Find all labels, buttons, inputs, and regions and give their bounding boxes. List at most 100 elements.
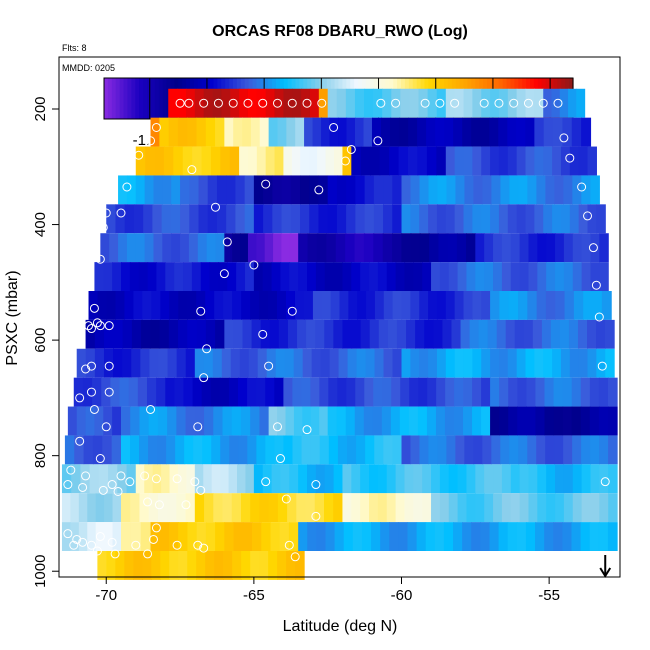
heatmap-cell	[505, 319, 516, 349]
colorbar-swatch	[107, 78, 113, 119]
heatmap-cell	[121, 435, 131, 465]
heatmap-cell	[572, 233, 583, 263]
heatmap-cell	[475, 493, 485, 523]
heatmap-cell	[61, 522, 71, 551]
track-point	[86, 540, 96, 550]
heatmap-cell	[216, 175, 227, 205]
track-point	[122, 182, 132, 192]
heatmap-cell	[256, 88, 267, 118]
heatmap-cell	[310, 435, 321, 465]
heatmap-cell	[352, 522, 363, 551]
heatmap-cell	[198, 175, 209, 205]
heatmap-cell	[189, 175, 200, 205]
heatmap-cell	[198, 204, 209, 234]
heatmap-cell	[328, 377, 338, 407]
heatmap-cell	[448, 493, 459, 523]
heatmap-cell	[346, 117, 356, 147]
heatmap-cell	[153, 175, 163, 205]
heatmap-cell	[433, 319, 443, 349]
heatmap-cell	[361, 522, 372, 551]
heatmap-cell	[408, 406, 419, 436]
heatmap-cell	[581, 175, 591, 205]
heatmap-cell	[555, 493, 565, 523]
heatmap-cell	[124, 551, 134, 580]
heatmap-cell	[215, 319, 225, 349]
heatmap-cell	[270, 522, 281, 551]
heatmap-cell	[304, 117, 314, 147]
y-tick-label: 600	[32, 328, 49, 353]
heatmap-cell	[498, 204, 509, 234]
heatmap-cell	[382, 377, 392, 407]
heatmap-cell	[247, 88, 258, 118]
heatmap-cell	[319, 406, 329, 436]
colorbar-swatch	[146, 78, 152, 119]
heatmap-cell	[247, 146, 258, 176]
heatmap-cell	[516, 88, 527, 118]
heatmap-cell	[138, 262, 149, 291]
heatmap-cell	[373, 377, 383, 407]
heatmap-cell	[92, 435, 103, 465]
arrow-marker-head	[599, 567, 612, 578]
heatmap-cell	[373, 88, 383, 118]
heatmap-cell	[435, 117, 445, 147]
heatmap-cell	[166, 435, 176, 465]
heatmap-cell	[444, 406, 455, 436]
heatmap-cell	[525, 348, 535, 378]
heatmap-cell	[224, 117, 234, 147]
track-point	[302, 425, 312, 435]
heatmap-cell	[295, 117, 305, 147]
heatmap-cell	[137, 377, 148, 407]
heatmap-cell	[377, 262, 388, 291]
heatmap-cell	[245, 262, 255, 291]
heatmap-cell	[253, 175, 264, 205]
track-point	[172, 474, 182, 484]
heatmap-cell	[334, 146, 344, 176]
heatmap-cell	[581, 493, 592, 523]
heatmap-cell	[363, 117, 373, 147]
heatmap-cell	[424, 319, 434, 349]
heatmap-cell	[153, 233, 163, 263]
heatmap-cell	[256, 233, 266, 263]
heatmap-cell	[337, 435, 348, 465]
heatmap-cell	[303, 291, 314, 320]
track-point	[134, 150, 144, 160]
heatmap-cell	[568, 88, 577, 118]
track-point	[63, 529, 73, 539]
heatmap-cell	[283, 377, 293, 407]
heatmap-cell	[464, 435, 474, 465]
heatmap-cell	[568, 319, 579, 349]
heatmap-cell	[346, 175, 356, 205]
heatmap-cell	[534, 146, 544, 176]
heatmap-cell	[569, 348, 580, 378]
heatmap-cell	[148, 406, 159, 436]
heatmap-cell	[537, 464, 547, 494]
heatmap-cell	[490, 348, 500, 378]
heatmap-cell	[226, 204, 237, 234]
heatmap-cell	[552, 204, 562, 234]
heatmap-cell	[463, 204, 473, 234]
heatmap-cell	[130, 435, 140, 465]
heatmap-cell	[428, 435, 439, 465]
heatmap-cell	[122, 319, 133, 349]
heatmap-cell	[139, 435, 149, 465]
heatmap-cell	[315, 262, 326, 291]
x-axis-title: Latitude (deg N)	[283, 618, 398, 635]
heatmap-cell	[161, 464, 171, 494]
heatmap-cell	[280, 262, 290, 291]
heatmap-cell	[263, 204, 273, 234]
heatmap-cell	[455, 175, 466, 205]
heatmap-cell	[508, 406, 518, 436]
track-point	[479, 98, 489, 108]
heatmap-cell	[419, 233, 430, 263]
heatmap-cell	[310, 406, 320, 436]
heatmap-cell	[398, 522, 409, 551]
heatmap-cell	[599, 493, 609, 523]
heatmap-cell	[268, 551, 278, 580]
track-point	[95, 454, 105, 464]
heatmap-cell	[428, 175, 439, 205]
heatmap-cell	[169, 551, 179, 580]
heatmap-cell	[240, 493, 251, 523]
heatmap-cell	[178, 319, 188, 349]
heatmap-cell	[536, 435, 546, 465]
heatmap-cell	[589, 377, 600, 407]
